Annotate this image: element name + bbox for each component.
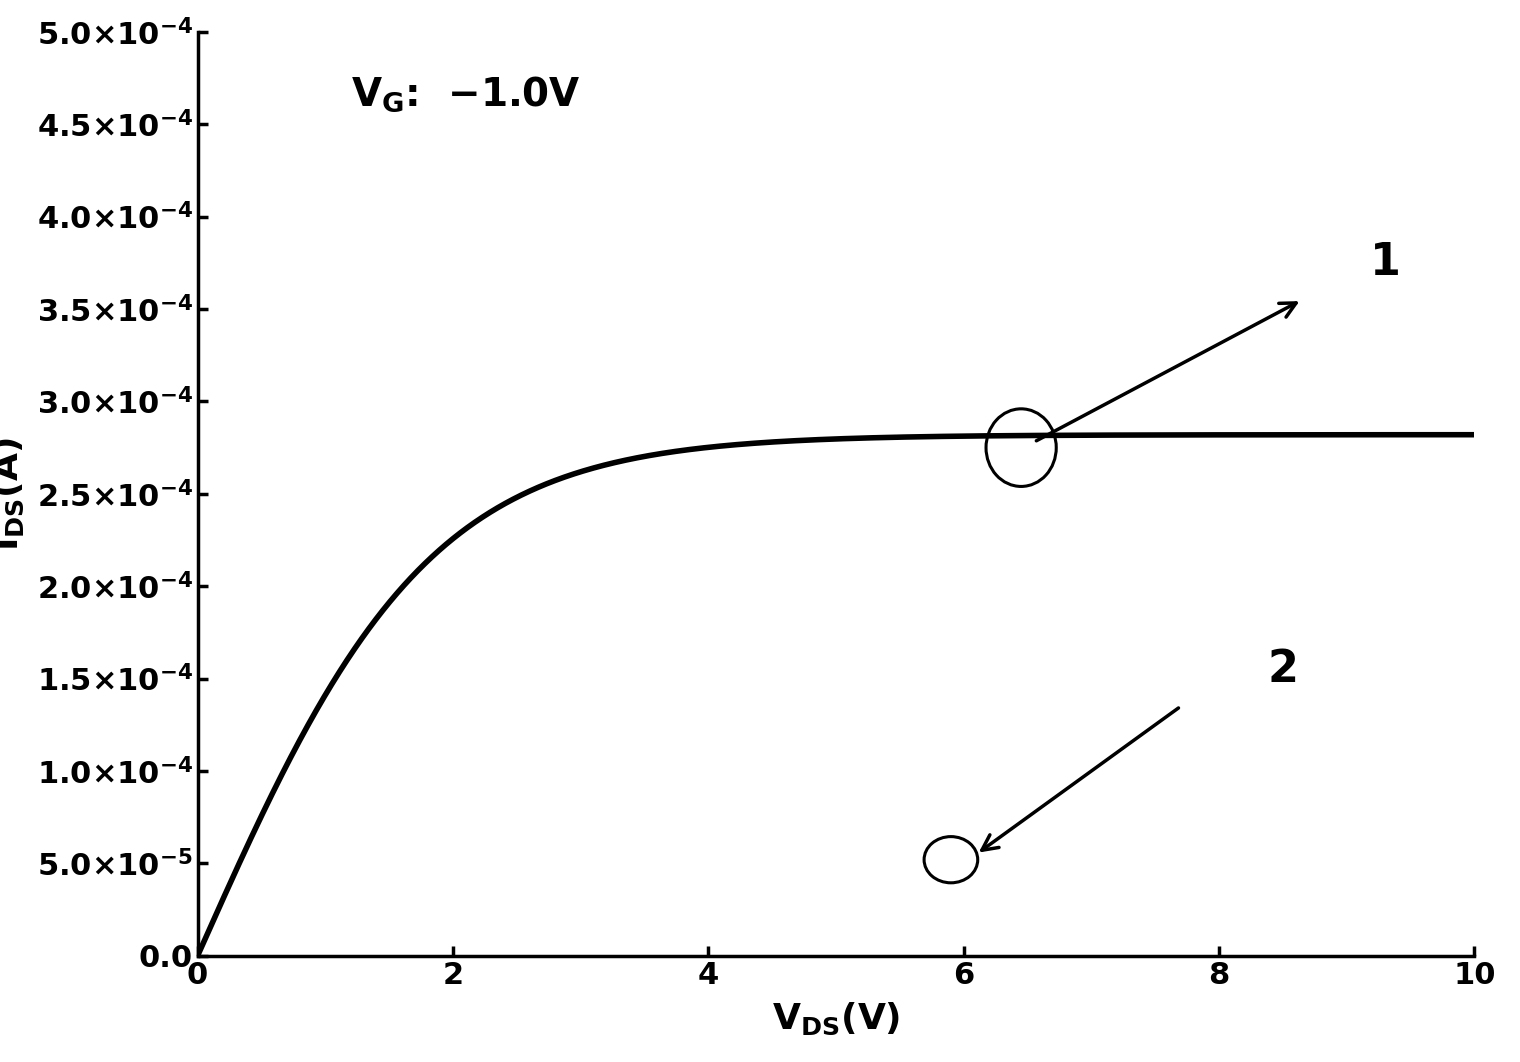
- Y-axis label: I$_{DS}$(A): I$_{DS}$(A): [0, 436, 26, 551]
- X-axis label: V$_{DS}$(V): V$_{DS}$(V): [772, 1000, 900, 1038]
- Text: $\mathbf{V_G}$:  $\mathbf{-1.0V}$: $\mathbf{V_G}$: $\mathbf{-1.0V}$: [351, 74, 581, 114]
- Text: 1: 1: [1370, 241, 1400, 285]
- Text: 2: 2: [1268, 648, 1298, 691]
